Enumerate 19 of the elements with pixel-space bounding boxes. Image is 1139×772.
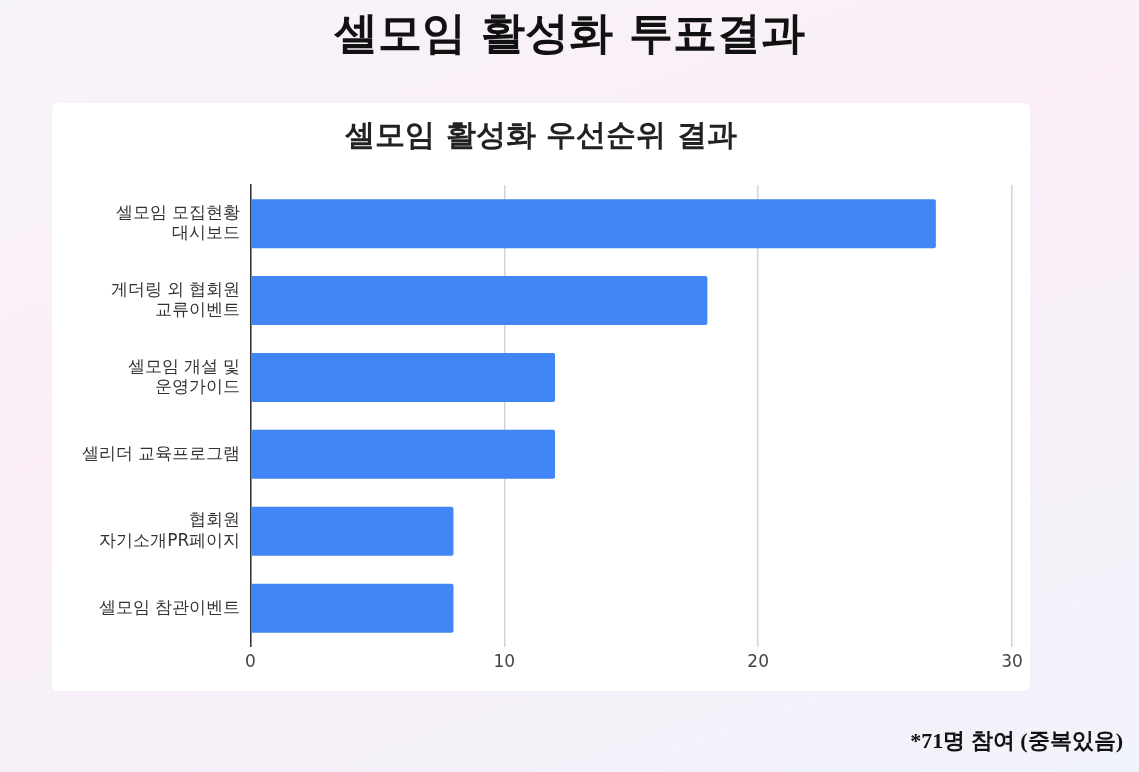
bar	[251, 583, 454, 633]
y-tick-label: 셀모임 모집현황 대시보드	[116, 201, 241, 243]
bar	[251, 429, 556, 479]
y-tick-label: 셀리더 교육프로그램	[82, 442, 241, 463]
x-tick-label: 0	[244, 651, 256, 672]
bar	[251, 276, 708, 326]
y-tick-label: 게더링 외 협회원 교류이벤트	[110, 278, 241, 320]
bar	[251, 506, 454, 556]
y-tick-label: 셀모임 개설 및 운영가이드	[127, 355, 241, 397]
x-tick-label: 30	[1001, 651, 1023, 672]
bar	[251, 199, 936, 249]
chart-subtitle: 셀모임 활성화 우선순위 결과	[344, 116, 738, 154]
bar	[251, 352, 556, 402]
x-tick-label: 20	[747, 651, 769, 672]
chart-title: 셀모임 활성화 투표결과	[333, 6, 806, 60]
y-tick-label: 협회원 자기소개PR페이지	[99, 509, 241, 550]
text: *71명 참여 (중복있음)	[910, 727, 1123, 755]
y-tick-label: 셀모임 참관이벤트	[99, 596, 241, 617]
x-tick-label: 10	[493, 651, 516, 672]
